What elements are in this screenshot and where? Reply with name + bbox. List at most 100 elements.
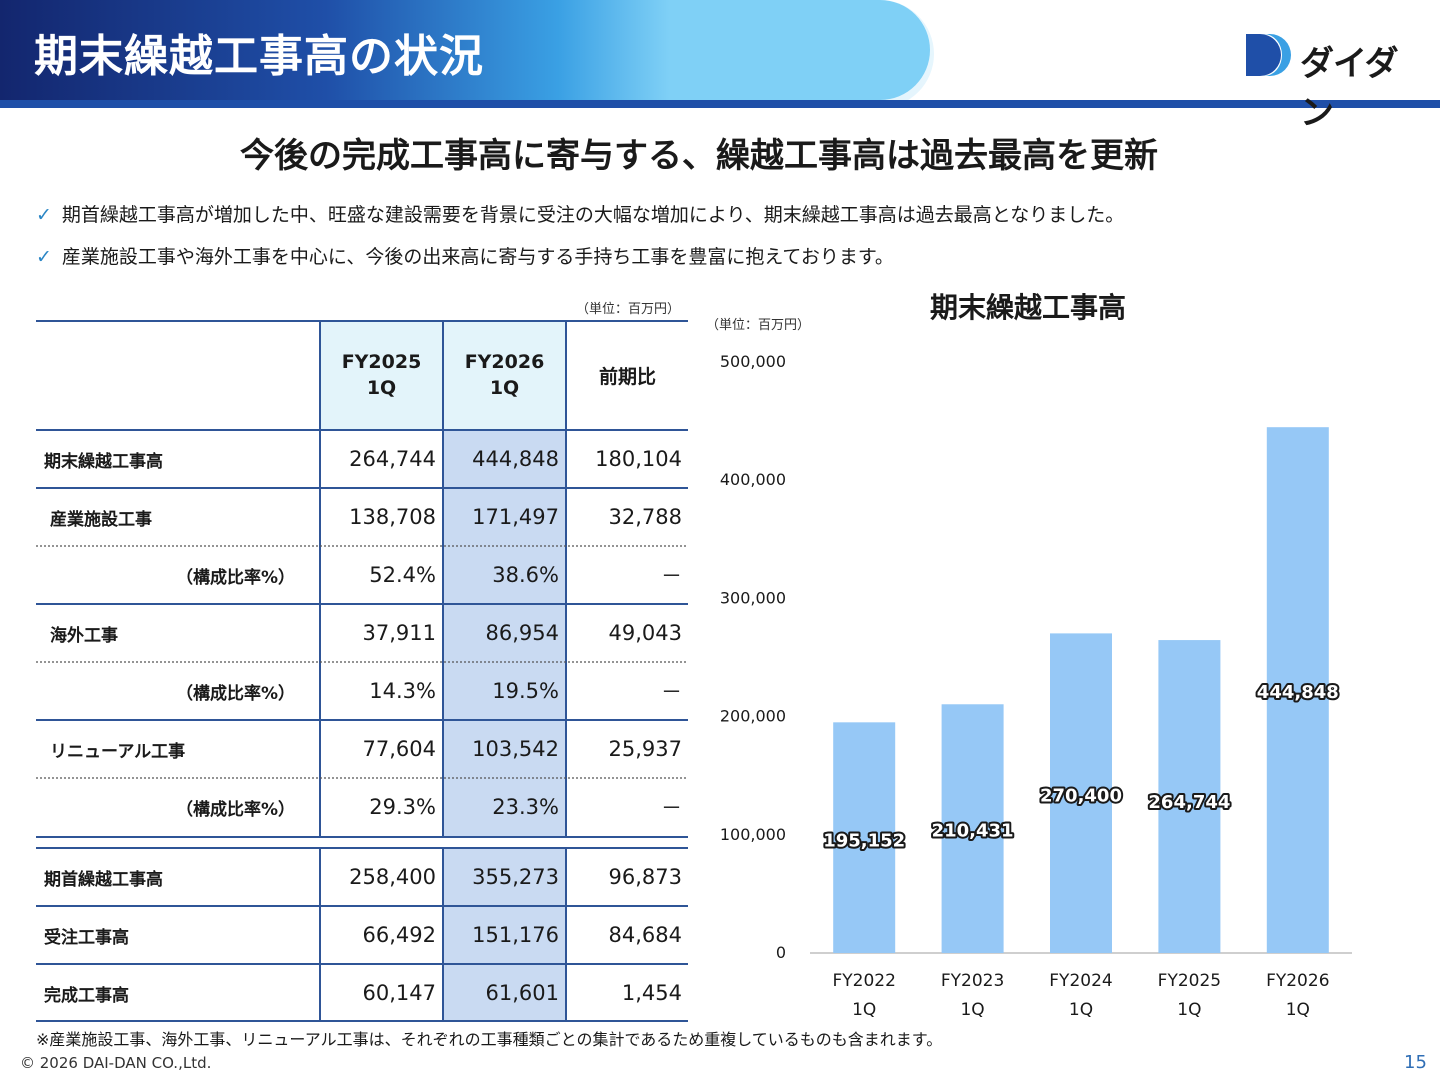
value-cell-a: 258,400 <box>319 848 442 906</box>
x-tick-label: 1Q <box>1177 1000 1201 1020</box>
row-label: 期末繰越工事高 <box>44 451 163 472</box>
x-tick-label: FY2026 <box>1266 971 1329 991</box>
x-tick-label: FY2023 <box>941 971 1004 991</box>
header-banner <box>0 0 1440 108</box>
value-cell-a: 29.3% <box>319 778 442 836</box>
slide-header: 期末繰越工事高の状況 ダイダン <box>0 0 1440 133</box>
bar-5 <box>1266 427 1329 953</box>
value-cell-a: 52.4% <box>319 546 442 604</box>
value-cell-c: 32,788 <box>565 488 688 546</box>
value-cell-b: 355,273 <box>442 848 565 906</box>
row-renewal-ratio: （構成比率%） 29.3% 23.3% － <box>36 778 688 836</box>
value-cell-a: 77,604 <box>319 720 442 778</box>
row-industrial: 産業施設工事 138,708 171,497 32,788 <box>36 488 688 546</box>
page-number: 15 <box>1404 1052 1427 1073</box>
data-label-4: 264,744 <box>1148 792 1230 813</box>
row-overseas-ratio: （構成比率%） 14.3% 19.5% － <box>36 662 688 720</box>
row-label: （構成比率%） <box>175 683 295 704</box>
y-tick-label: 0 <box>776 943 786 962</box>
value-cell-c: － <box>565 662 688 720</box>
row-closing-backlog: 期末繰越工事高 264,744 444,848 180,104 <box>36 430 688 488</box>
row-label: 受注工事高 <box>44 927 129 948</box>
row-industrial-ratio: （構成比率%） 52.4% 38.6% － <box>36 546 688 604</box>
table-gap <box>36 838 688 847</box>
value-cell-c: 96,873 <box>565 848 688 906</box>
row-label: 産業施設工事 <box>50 509 152 530</box>
x-tick-label: FY2022 <box>832 971 895 991</box>
value-cell-b: 444,848 <box>442 430 565 488</box>
value-cell-c: － <box>565 546 688 604</box>
value-cell-c: 84,684 <box>565 906 688 964</box>
table-header-row: FY2025 1Q FY2026 1Q 前期比 <box>36 320 688 430</box>
x-tick-label: FY2025 <box>1158 971 1221 991</box>
logo-wordmark: ダイダン <box>1300 44 1399 133</box>
row-label: 海外工事 <box>50 625 118 646</box>
row-label: （構成比率%） <box>175 799 295 820</box>
value-cell-c: 25,937 <box>565 720 688 778</box>
y-tick-label: 100,000 <box>720 825 786 844</box>
value-cell-c: 1,454 <box>565 964 688 1022</box>
value-cell-a: 264,744 <box>319 430 442 488</box>
row-label: リニューアル工事 <box>50 741 186 762</box>
value-cell-c: 180,104 <box>565 430 688 488</box>
value-cell-c: 49,043 <box>565 604 688 662</box>
row-completed: 完成工事高 60,147 61,601 1,454 <box>36 964 688 1022</box>
backlog-bar-chart: 0 100,000 200,000 300,000 400,000 500,000 FY20… <box>720 352 1352 1020</box>
table-unit-label: （単位：百万円） <box>576 302 681 317</box>
value-cell-a: 60,147 <box>319 964 442 1022</box>
company-logo: ダイダン <box>1244 32 1414 133</box>
row-renewal: リニューアル工事 77,604 103,542 25,937 <box>36 720 688 778</box>
column-header-1: FY2025 1Q <box>319 320 442 430</box>
bar-1 <box>833 722 896 953</box>
data-label-5: 444,848 <box>1257 682 1339 703</box>
data-label-1: 195,152 <box>823 830 905 851</box>
y-tick-label: 300,000 <box>720 588 786 607</box>
value-cell-a: 138,708 <box>319 488 442 546</box>
check-icon: ✓ <box>36 204 52 226</box>
x-tick-label: FY2024 <box>1049 971 1112 991</box>
bullet-2: ✓ 産業施設工事や海外工事を中心に、今後の出来高に寄与する手持ち工事を豊富に抱えて… <box>36 246 894 268</box>
header-blank-cell <box>36 320 319 430</box>
value-cell-a: 66,492 <box>319 906 442 964</box>
bar-3 <box>1050 633 1112 953</box>
row-overseas: 海外工事 37,911 86,954 49,043 <box>36 604 688 662</box>
footnote: ※産業施設工事、海外工事、リニューアル工事は、それぞれの工事種類ごとの集計である… <box>36 1030 943 1049</box>
row-label: （構成比率%） <box>175 567 295 588</box>
y-tick-label: 200,000 <box>720 707 786 726</box>
row-opening-backlog: 期首繰越工事高 258,400 355,273 96,873 <box>36 848 688 906</box>
chart-unit-label: （単位：百万円） <box>706 318 811 333</box>
data-label-2: 210,431 <box>932 820 1014 841</box>
value-cell-b: 171,497 <box>442 488 565 546</box>
x-tick-label: 1Q <box>960 1000 984 1020</box>
x-tick-label: 1Q <box>852 1000 876 1020</box>
headline: 今後の完成工事高に寄与する、繰越工事高は過去最高を更新 <box>240 136 1158 176</box>
x-tick-label: 1Q <box>1286 1000 1310 1020</box>
copyright: © 2026 DAI-DAN CO.,Ltd. <box>20 1054 212 1072</box>
chart-title: 期末繰越工事高 <box>930 291 1127 324</box>
value-cell-b: 23.3% <box>442 778 565 836</box>
page-title: 期末繰越工事高の状況 <box>34 31 484 82</box>
row-label: 完成工事高 <box>44 985 129 1006</box>
value-cell-b: 19.5% <box>442 662 565 720</box>
logo-mark-icon <box>1246 34 1291 76</box>
column-header-3: 前期比 <box>565 320 688 430</box>
column-header-2: FY2026 1Q <box>442 320 565 430</box>
data-label-3: 270,400 <box>1040 785 1122 806</box>
value-cell-c: － <box>565 778 688 836</box>
y-tick-label: 400,000 <box>720 470 786 489</box>
x-tick-label: 1Q <box>1069 1000 1093 1020</box>
row-orders: 受注工事高 66,492 151,176 84,684 <box>36 906 688 964</box>
check-icon: ✓ <box>36 246 52 268</box>
value-cell-b: 86,954 <box>442 604 565 662</box>
value-cell-b: 61,601 <box>442 964 565 1022</box>
value-cell-b: 151,176 <box>442 906 565 964</box>
value-cell-b: 38.6% <box>442 546 565 604</box>
y-tick-label: 500,000 <box>720 352 786 371</box>
bar-4 <box>1158 640 1221 953</box>
value-cell-a: 14.3% <box>319 662 442 720</box>
row-label: 期首繰越工事高 <box>44 869 163 890</box>
bullet-1: ✓ 期首繰越工事高が増加した中、旺盛な建設需要を背景に受注の大幅な増加により、期末… <box>36 204 1125 226</box>
bar-2 <box>941 704 1004 953</box>
value-cell-a: 37,911 <box>319 604 442 662</box>
value-cell-b: 103,542 <box>442 720 565 778</box>
